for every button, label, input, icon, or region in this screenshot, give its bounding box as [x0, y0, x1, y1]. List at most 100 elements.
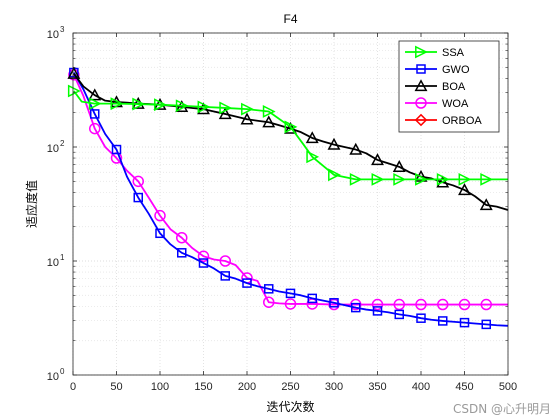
- legend: SSA GWO BOA WOA ORBOA: [398, 40, 500, 133]
- legend-label: BOA: [442, 81, 466, 93]
- data-point-boa: [349, 142, 363, 155]
- data-point-woa: [393, 298, 405, 311]
- y-tick-label: 10: [47, 371, 59, 383]
- x-tick-label: 50: [110, 381, 122, 393]
- data-point-ssa: [436, 172, 450, 186]
- data-point-gwo: [329, 298, 339, 308]
- data-point-ssa: [415, 172, 428, 186]
- data-point-ssa: [328, 168, 341, 182]
- data-point-ssa: [480, 172, 494, 186]
- series-ssa: [67, 84, 508, 186]
- data-point-gwo: [111, 144, 122, 155]
- legend-marker: [414, 79, 428, 92]
- y-tick-exponent: 0: [60, 367, 65, 376]
- data-point-gwo: [307, 293, 317, 304]
- data-point-gwo: [372, 306, 383, 316]
- data-point-boa: [436, 175, 450, 188]
- data-point-ssa: [67, 84, 81, 98]
- legend-label: GWO: [442, 64, 470, 76]
- data-point-boa: [240, 112, 254, 125]
- data-point-ssa: [349, 172, 363, 186]
- x-tick-label: 450: [455, 381, 473, 393]
- legend-entry-boa: BOA: [405, 79, 466, 93]
- x-tick-label: 150: [194, 381, 212, 393]
- y-tick-label: 10: [47, 143, 59, 155]
- data-point-ssa: [241, 102, 254, 116]
- legend-marker: [416, 64, 426, 74]
- data-point-boa: [305, 131, 319, 144]
- data-point-ssa: [284, 120, 298, 134]
- data-point-ssa: [393, 172, 407, 186]
- legend-label: SSA: [442, 47, 465, 59]
- legend-marker: [415, 97, 427, 109]
- data-point-woa: [176, 231, 188, 244]
- data-point-gwo: [133, 192, 143, 203]
- legend-marker: [414, 113, 428, 127]
- data-point-boa: [458, 183, 471, 196]
- data-point-woa: [154, 209, 166, 222]
- data-point-gwo: [155, 228, 165, 239]
- legend-entry-gwo: GWO: [405, 64, 470, 76]
- data-point-ssa: [175, 99, 189, 113]
- data-point-boa: [392, 160, 406, 172]
- data-point-boa: [327, 137, 341, 150]
- data-point-ssa: [197, 100, 211, 114]
- chart-title: F4: [283, 12, 297, 26]
- data-point-gwo: [242, 278, 252, 288]
- data-point-gwo: [220, 271, 230, 281]
- data-point-ssa: [262, 105, 276, 118]
- data-point-woa: [263, 296, 275, 308]
- data-point-woa: [350, 298, 362, 311]
- x-tick-label: 200: [238, 381, 256, 393]
- data-point-woa: [371, 298, 384, 311]
- y-tick-label: 10: [47, 257, 59, 269]
- data-point-ssa: [458, 172, 472, 186]
- data-point-gwo: [351, 302, 361, 313]
- data-point-gwo: [90, 109, 100, 119]
- legend-marker: [415, 45, 428, 59]
- data-point-woa: [219, 255, 231, 267]
- data-point-woa: [458, 298, 471, 311]
- data-point-gwo: [416, 313, 426, 323]
- data-point-boa: [88, 88, 102, 101]
- legend-label: ORBOA: [442, 115, 482, 127]
- y-tick-exponent: 1: [60, 253, 65, 262]
- data-point-woa: [480, 298, 492, 311]
- y-tick-exponent: 2: [60, 139, 65, 148]
- data-point-gwo: [177, 248, 187, 258]
- data-point-ssa: [371, 172, 385, 186]
- legend-entry-woa: WOA: [405, 97, 469, 110]
- data-point-woa: [415, 298, 427, 311]
- series-line-woa: [73, 74, 508, 306]
- data-point-gwo: [264, 284, 274, 294]
- y-tick-label: 10: [47, 29, 59, 41]
- data-point-ssa: [219, 101, 233, 115]
- data-point-ssa: [132, 97, 146, 111]
- data-point-ssa: [88, 97, 102, 111]
- watermark: CSDN @心升明月: [453, 402, 551, 416]
- series-line-gwo: [73, 72, 509, 327]
- x-tick-label: 300: [325, 381, 343, 393]
- legend-entry-orboa: ORBOA: [405, 113, 482, 127]
- legend-entry-ssa: SSA: [405, 45, 465, 59]
- data-point-woa: [132, 175, 144, 188]
- x-tick-label: 350: [368, 381, 386, 393]
- data-point-boa: [371, 153, 384, 166]
- data-point-gwo: [459, 317, 470, 328]
- data-point-gwo: [285, 288, 296, 299]
- x-tick-label: 400: [412, 381, 430, 393]
- y-tick-exponent: 3: [60, 25, 65, 34]
- data-point-boa: [262, 115, 276, 128]
- x-tick-label: 0: [70, 381, 76, 393]
- series-gwo: [69, 67, 509, 330]
- x-axis-label: 迭代次数: [266, 399, 314, 414]
- data-point-ssa: [306, 150, 320, 164]
- data-point-gwo: [394, 309, 404, 320]
- data-point-boa: [479, 198, 493, 211]
- data-point-ssa: [110, 97, 124, 111]
- data-point-ssa: [154, 98, 167, 112]
- series-line-ssa: [73, 90, 508, 181]
- y-axis-label: 适应度值: [24, 180, 39, 228]
